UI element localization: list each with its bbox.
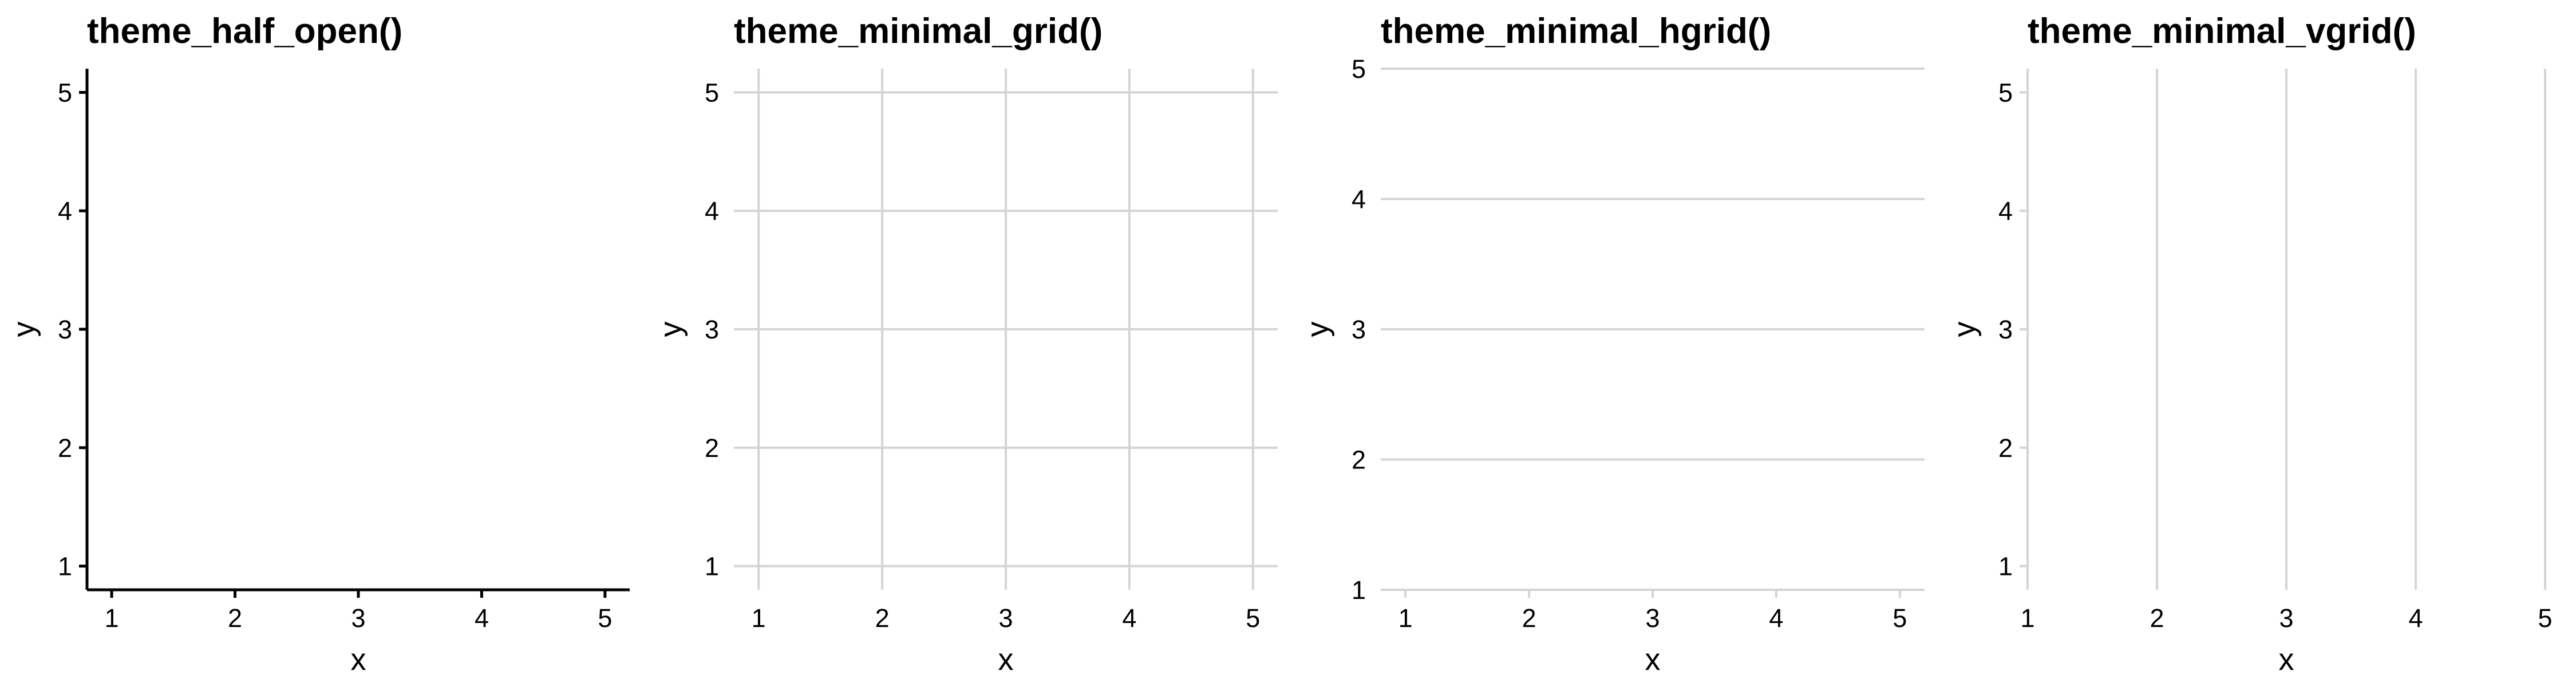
y-tick-label: 2 bbox=[705, 433, 719, 463]
y-tick-label: 4 bbox=[58, 196, 72, 226]
x-tick-label: 5 bbox=[2538, 604, 2552, 633]
x-axis-label: x bbox=[998, 642, 1014, 677]
x-axis-label: x bbox=[1645, 642, 1661, 677]
x-tick-label: 2 bbox=[228, 604, 242, 633]
y-tick-label: 5 bbox=[705, 78, 719, 107]
x-tick-label: 5 bbox=[1246, 604, 1260, 633]
y-axis-label: y bbox=[1947, 322, 1982, 337]
x-tick-label: 4 bbox=[1769, 604, 1783, 633]
y-tick-label: 5 bbox=[1998, 78, 2013, 107]
chart-panel-1: theme_half_open() 1 2 3 4 5 1 2 3 4 5 x y bbox=[7, 11, 630, 677]
y-tick-label: 3 bbox=[1998, 315, 2013, 344]
chart-panel-3: theme_minimal_hgrid() 1 2 3 4 5 1 2 3 4 5 x y bbox=[1301, 11, 1925, 677]
x-tick-label: 2 bbox=[875, 604, 890, 633]
x-tick-label: 4 bbox=[2408, 604, 2423, 633]
y-tick-label: 3 bbox=[705, 315, 719, 344]
y-tick-label: 4 bbox=[705, 196, 719, 226]
chart-title: theme_minimal_hgrid() bbox=[1381, 11, 1771, 51]
chart-panel-4: theme_minimal_vgrid() 1 2 3 4 5 1 2 3 4 5 x y bbox=[1947, 11, 2553, 677]
x-tick-label: 1 bbox=[105, 604, 119, 633]
x-tick-label: 1 bbox=[1398, 604, 1413, 633]
y-axis-label: y bbox=[654, 322, 688, 337]
chart-title: theme_minimal_grid() bbox=[734, 11, 1103, 51]
x-axis-label: x bbox=[351, 642, 366, 677]
y-tick-label: 1 bbox=[58, 552, 72, 581]
y-tick-label: 3 bbox=[1352, 315, 1366, 344]
y-tick-label: 3 bbox=[58, 315, 72, 344]
x-tick-label: 3 bbox=[998, 604, 1013, 633]
y-tick-label: 5 bbox=[1352, 54, 1366, 84]
x-tick-label: 2 bbox=[2150, 604, 2164, 633]
x-tick-label: 5 bbox=[1893, 604, 1907, 633]
y-tick-label: 2 bbox=[1998, 433, 2013, 463]
chart-title: theme_half_open() bbox=[87, 11, 402, 51]
y-tick-label: 2 bbox=[1352, 445, 1366, 475]
x-tick-label: 3 bbox=[1645, 604, 1660, 633]
chart-title: theme_minimal_vgrid() bbox=[2028, 11, 2416, 51]
y-tick-label: 2 bbox=[58, 433, 72, 463]
chart-panel-2: theme_minimal_grid() 1 2 3 4 5 1 2 3 4 5 x y bbox=[654, 11, 1278, 677]
y-tick-label: 5 bbox=[58, 78, 72, 107]
x-tick-label: 1 bbox=[2020, 604, 2034, 633]
y-tick-label: 4 bbox=[1352, 185, 1366, 214]
y-axis-label: y bbox=[1301, 322, 1335, 337]
x-tick-label: 3 bbox=[2279, 604, 2293, 633]
x-tick-label: 4 bbox=[1122, 604, 1136, 633]
y-axis-label: y bbox=[7, 322, 41, 337]
x-axis-label: x bbox=[2279, 642, 2294, 677]
x-tick-label: 5 bbox=[598, 604, 612, 633]
x-tick-label: 3 bbox=[351, 604, 365, 633]
y-tick-label: 1 bbox=[1352, 575, 1366, 605]
y-tick-label: 1 bbox=[1998, 552, 2013, 581]
x-tick-label: 1 bbox=[752, 604, 766, 633]
y-tick-label: 1 bbox=[705, 552, 719, 581]
x-tick-label: 2 bbox=[1522, 604, 1536, 633]
x-tick-label: 4 bbox=[475, 604, 489, 633]
y-tick-label: 4 bbox=[1998, 196, 2013, 226]
